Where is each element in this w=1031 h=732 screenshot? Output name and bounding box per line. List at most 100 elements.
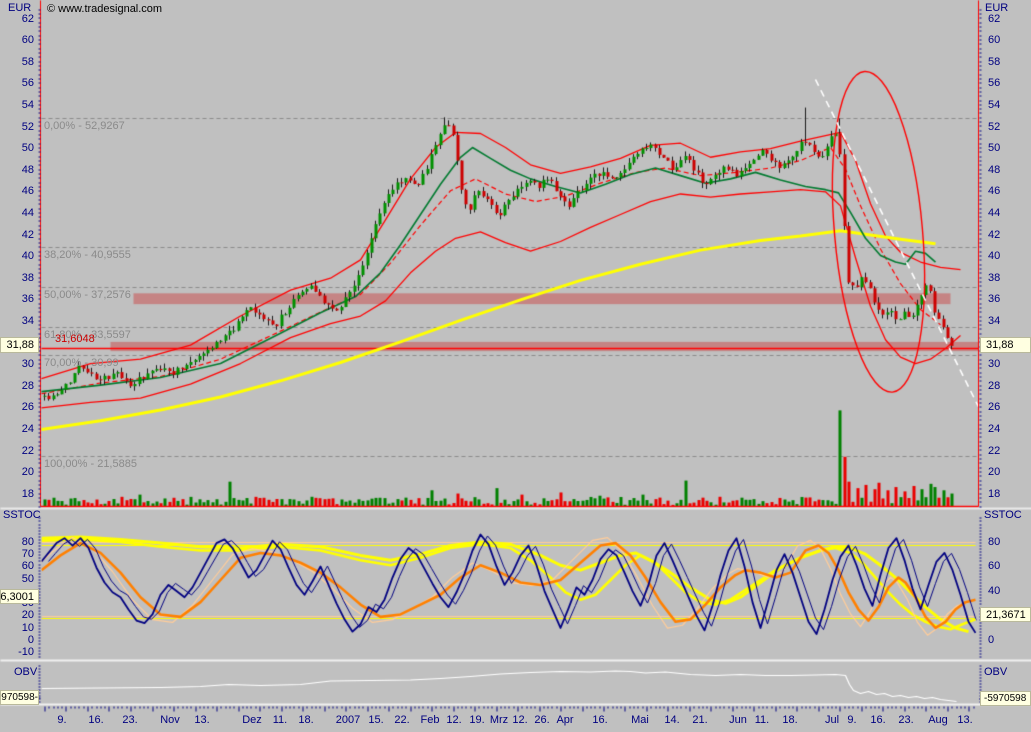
time-axis-label: 12. xyxy=(512,714,528,726)
time-axis-label: 13. xyxy=(194,714,210,726)
price-tick-label-right: 62 xyxy=(988,12,1001,25)
price-tick-label-right: 48 xyxy=(988,163,1001,176)
fibonacci-level-label: 61,80% - 33,5597 xyxy=(44,328,131,341)
price-tick-label-left: 20 xyxy=(21,466,34,479)
price-tick-label-left: 62 xyxy=(21,12,34,25)
price-tick-label-left: 34 xyxy=(21,315,34,327)
time-axis-label: Mrz xyxy=(489,714,509,726)
sstoc-tick-label-left: -10 xyxy=(18,646,34,659)
time-axis-label: 22. xyxy=(394,714,410,726)
time-axis-label: Feb xyxy=(420,714,440,726)
sstoc-tick-label-right: 80 xyxy=(988,535,1001,548)
time-axis-label: 9. xyxy=(57,714,67,726)
time-axis-label: 23. xyxy=(122,714,138,726)
price-tick-label-right: 60 xyxy=(988,34,1001,47)
price-tick-label-right: 24 xyxy=(988,423,1001,435)
time-axis-label: Nov xyxy=(160,714,180,726)
price-tick-label-right: 54 xyxy=(988,99,1001,111)
price-tick-label-left: 44 xyxy=(21,207,34,219)
price-tick-label-right: 26 xyxy=(988,401,1001,414)
obv-panel-title-left: OBV xyxy=(14,666,38,678)
price-tick-label-left: 28 xyxy=(21,379,34,392)
price-tick-label-left: 42 xyxy=(21,228,34,241)
price-tick-label-right: 36 xyxy=(988,293,1001,306)
time-axis-label: 16. xyxy=(88,714,104,726)
price-tick-label-left: 52 xyxy=(21,120,34,133)
time-axis-label: 23. xyxy=(898,714,914,726)
price-tick-label-left: 48 xyxy=(21,163,34,176)
time-axis-label: 16. xyxy=(592,714,608,726)
fibonacci-level-label: 70,00% - 30,99 xyxy=(44,356,119,369)
time-axis-label: 12. xyxy=(446,714,462,726)
sstoc-tick-label-right: 40 xyxy=(988,584,1001,597)
time-axis-label: 18. xyxy=(782,714,798,726)
sstoc-tick-label-right: 0 xyxy=(988,634,995,646)
sstoc-panel-title-right: SSTOC xyxy=(984,509,1022,521)
price-tick-label-right: 44 xyxy=(988,207,1001,219)
sstoc-tick-label-left: 50 xyxy=(21,572,34,585)
sstoc-tick-label-right: 60 xyxy=(988,560,1001,573)
price-tick-label-right: 30 xyxy=(988,358,1001,371)
sstoc-value-box-right: 21,3671 xyxy=(980,607,1031,622)
sstoc-tick-label-left: 0 xyxy=(27,634,34,646)
price-tick-label-right: 56 xyxy=(988,77,1001,90)
price-tick-label-right: 28 xyxy=(988,379,1001,392)
sstoc-tick-label-left: 70 xyxy=(21,547,34,560)
sstoc-tick-label-left: 80 xyxy=(21,535,34,548)
price-highlight-box-left: 31,88 xyxy=(0,337,39,353)
sstoc-panel-title-left: SSTOC xyxy=(3,509,41,521)
price-tick-label-right: 52 xyxy=(988,120,1001,133)
price-tick-label-left: 26 xyxy=(21,401,34,414)
price-tick-label-left: 58 xyxy=(21,55,34,68)
time-axis-label: 15. xyxy=(368,714,384,726)
time-axis-label: 2007 xyxy=(335,714,361,726)
time-axis-label: 14. xyxy=(664,714,680,726)
price-tick-label-left: 50 xyxy=(21,142,34,155)
currency-label-right: EUR xyxy=(985,2,1009,14)
fibonacci-level-label: 50,00% - 37,2576 xyxy=(44,288,131,301)
currency-label-left: EUR xyxy=(8,2,32,14)
time-axis-label: 19. xyxy=(469,714,485,726)
obv-value-box-right: -5970598 xyxy=(980,691,1031,706)
time-axis-label: Aug xyxy=(928,714,948,726)
time-axis-label: Dez xyxy=(242,714,262,726)
price-tick-label-left: 60 xyxy=(21,34,34,47)
obv-value-box-left: -5970598 xyxy=(0,690,39,705)
fibonacci-level-label: 0,00% - 52,9267 xyxy=(44,119,125,132)
price-tick-label-left: 18 xyxy=(21,487,34,500)
support-line-label: 31,6048 xyxy=(55,333,95,345)
time-axis-label: Jun xyxy=(729,714,747,726)
price-tick-label-left: 40 xyxy=(21,250,34,263)
price-tick-label-right: 38 xyxy=(988,271,1001,284)
time-axis-label: 16. xyxy=(870,714,886,726)
price-tick-label-left: 56 xyxy=(21,77,34,90)
price-tick-label-right: 50 xyxy=(988,142,1001,155)
price-tick-label-right: 18 xyxy=(988,487,1001,500)
copyright-label: © www.tradesignal.com xyxy=(47,3,163,15)
time-axis-label: Apr xyxy=(556,714,574,726)
price-tick-label-left: 36 xyxy=(21,293,34,306)
time-axis-label: 9. xyxy=(847,714,857,726)
time-axis-label: 11. xyxy=(272,714,288,726)
sstoc-tick-label-left: 20 xyxy=(21,609,34,622)
price-tick-label-right: 46 xyxy=(988,185,1001,198)
time-axis-label: 21. xyxy=(692,714,708,726)
sstoc-value-box-left: 6,3001 xyxy=(0,589,39,604)
price-tick-label-left: 24 xyxy=(21,423,34,435)
price-highlight-box-right: 31,88 xyxy=(980,337,1031,353)
price-tick-label-left: 22 xyxy=(21,444,34,457)
sstoc-tick-label-left: 60 xyxy=(21,560,34,573)
time-axis-label: 18. xyxy=(298,714,314,726)
price-tick-label-right: 34 xyxy=(988,315,1001,327)
price-tick-label-right: 22 xyxy=(988,444,1001,457)
price-tick-label-right: 42 xyxy=(988,228,1001,241)
price-tick-label-left: 30 xyxy=(21,358,34,371)
time-axis-label: Jul xyxy=(824,714,840,726)
time-axis-label: 11. xyxy=(754,714,770,726)
price-tick-label-right: 20 xyxy=(988,466,1001,479)
price-tick-label-left: 38 xyxy=(21,271,34,284)
time-axis-label: Mai xyxy=(631,714,649,726)
fibonacci-level-label: 38,20% - 40,9555 xyxy=(44,248,131,261)
